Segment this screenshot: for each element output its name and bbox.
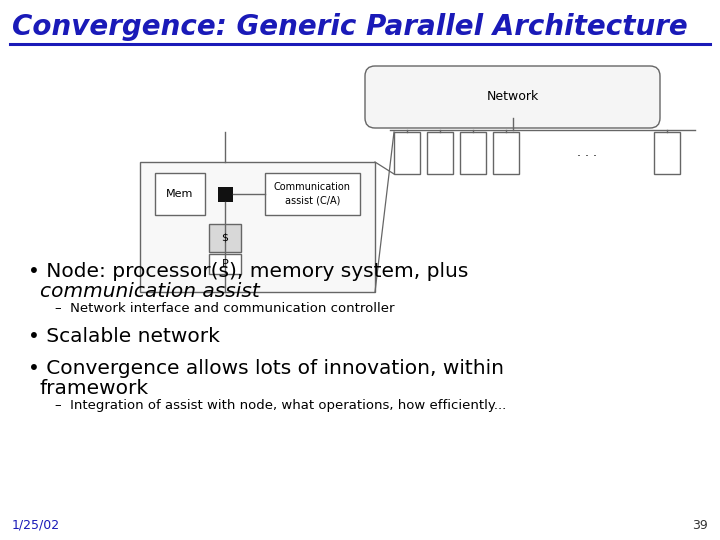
Text: Convergence: Generic Parallel Architecture: Convergence: Generic Parallel Architectu… bbox=[12, 13, 688, 41]
Text: framework: framework bbox=[40, 379, 149, 398]
Bar bbox=[155, 173, 205, 215]
Text: $: $ bbox=[222, 233, 228, 243]
Text: –  Integration of assist with node, what operations, how efficiently...: – Integration of assist with node, what … bbox=[55, 399, 506, 412]
Text: • Scalable network: • Scalable network bbox=[28, 327, 220, 346]
FancyBboxPatch shape bbox=[365, 66, 660, 128]
Text: . . .: . . . bbox=[577, 146, 597, 159]
Text: Mem: Mem bbox=[166, 189, 194, 199]
Bar bbox=[427, 132, 453, 174]
Bar bbox=[460, 132, 486, 174]
Text: –  Network interface and communication controller: – Network interface and communication co… bbox=[55, 302, 395, 315]
Text: • Convergence allows lots of innovation, within: • Convergence allows lots of innovation,… bbox=[28, 359, 504, 378]
Bar bbox=[654, 132, 680, 174]
Text: communication assist: communication assist bbox=[40, 282, 260, 301]
Text: Communication
assist (C/A): Communication assist (C/A) bbox=[274, 183, 351, 206]
Bar bbox=[217, 186, 233, 201]
Bar bbox=[394, 132, 420, 174]
Text: 39: 39 bbox=[692, 519, 708, 532]
Text: P: P bbox=[222, 259, 228, 269]
Text: Network: Network bbox=[487, 91, 539, 104]
Text: • Node: processor(s), memory system, plus: • Node: processor(s), memory system, plu… bbox=[28, 262, 469, 281]
Bar bbox=[209, 254, 241, 274]
Bar bbox=[209, 224, 241, 252]
Bar bbox=[140, 162, 375, 292]
Text: 1/25/02: 1/25/02 bbox=[12, 519, 60, 532]
Bar bbox=[493, 132, 519, 174]
Bar bbox=[265, 173, 360, 215]
